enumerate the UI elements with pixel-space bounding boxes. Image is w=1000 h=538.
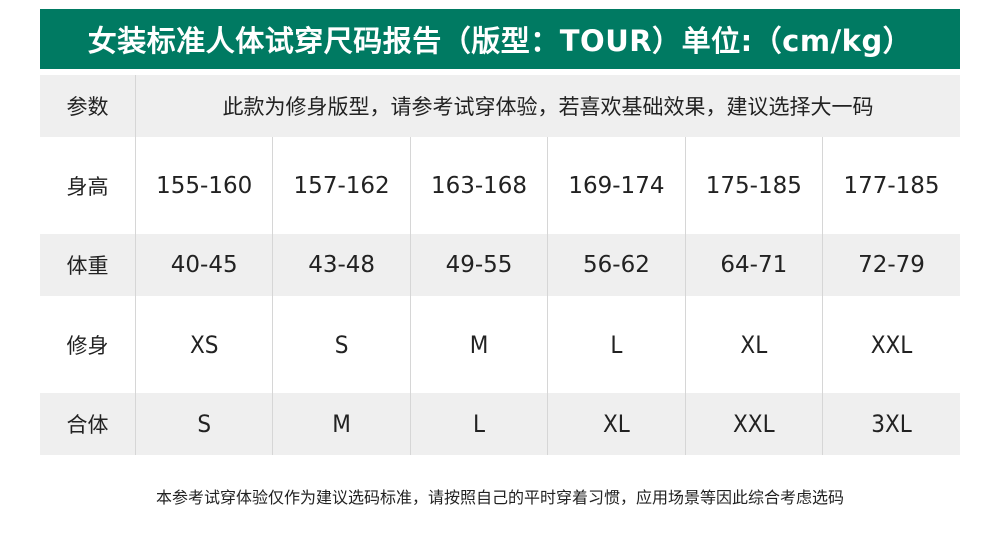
cell: 177-185 — [822, 137, 960, 234]
table-row-height: 身高 155-160 157-162 163-168 169-174 175-1… — [40, 137, 960, 234]
table-row-slim-fit: 修身 XS S M L XL XXL — [40, 296, 960, 393]
cell: 163-168 — [409, 137, 548, 234]
row-label: 身高 — [66, 174, 109, 199]
cell: 72-79 — [822, 234, 960, 296]
cell: 157-162 — [272, 137, 411, 234]
cell: XS — [134, 296, 273, 393]
cell: L — [547, 296, 686, 393]
cell: 56-62 — [547, 234, 686, 296]
page-title: 女装标准人体试穿尺码报告（版型：TOUR）单位:（cm/kg） — [40, 9, 960, 69]
cell: S — [272, 296, 411, 393]
cell: L — [409, 393, 548, 455]
cell: 49-55 — [409, 234, 548, 296]
table-row-params: 参数 此款为修身版型，请参考试穿体验，若喜欢基础效果，建议选择大一码 — [40, 75, 960, 137]
cell: 155-160 — [134, 137, 273, 234]
cell: XL — [684, 296, 823, 393]
cell: M — [409, 296, 548, 393]
fit-note: 此款为修身版型，请参考试穿体验，若喜欢基础效果，建议选择大一码 — [135, 75, 960, 137]
cell: 175-185 — [684, 137, 823, 234]
footer-note: 本参考试穿体验仅作为建议选码标准，请按照自己的平时穿着习惯，应用场景等因此综合考… — [155, 488, 844, 507]
cell: 3XL — [822, 393, 960, 455]
cell: 40-45 — [134, 234, 273, 296]
cell: S — [134, 393, 273, 455]
cell: XXL — [822, 296, 960, 393]
cell: 43-48 — [272, 234, 411, 296]
cell: M — [272, 393, 411, 455]
row-label: 修身 — [66, 333, 109, 358]
row-label: 合体 — [40, 393, 136, 455]
cell: 64-71 — [684, 234, 823, 296]
row-label: 参数 — [40, 75, 136, 137]
table-row-regular-fit: 合体 S M L XL XXL 3XL — [40, 393, 960, 455]
cell: XL — [547, 393, 686, 455]
cell: 169-174 — [547, 137, 686, 234]
cell: XXL — [684, 393, 823, 455]
row-label: 体重 — [40, 234, 136, 296]
table-row-weight: 体重 40-45 43-48 49-55 56-62 64-71 72-79 — [40, 234, 960, 296]
size-table: 参数 此款为修身版型，请参考试穿体验，若喜欢基础效果，建议选择大一码 身高 15… — [40, 75, 960, 455]
